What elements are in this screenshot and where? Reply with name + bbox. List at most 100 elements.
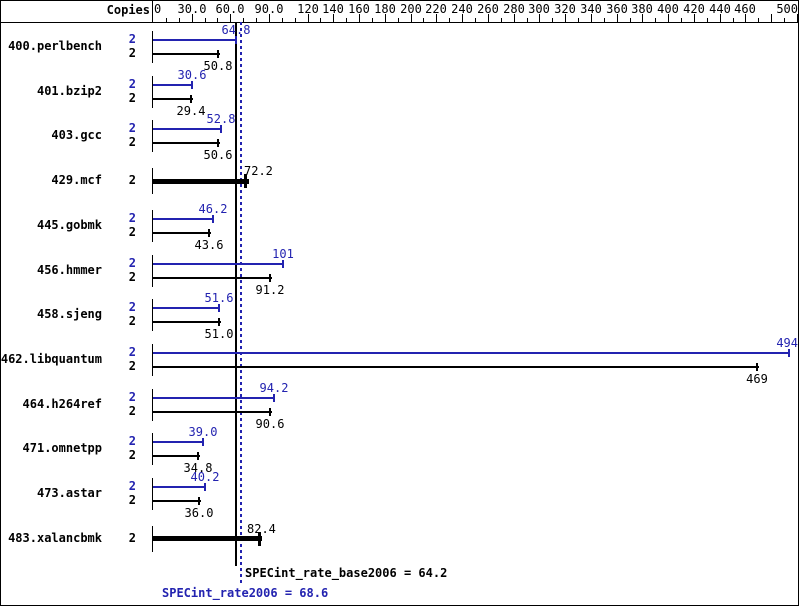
benchmark-name: 403.gcc	[51, 128, 102, 142]
copies-label: 2	[128, 91, 136, 105]
peak-value-label: 52.8	[206, 112, 236, 126]
peak-value-label: 51.6	[204, 291, 234, 305]
copies-label: 2	[128, 173, 136, 187]
axis-minor-tick	[681, 18, 682, 22]
base-bar	[153, 411, 272, 413]
copies-label: 2	[128, 270, 136, 284]
axis-major-tick	[359, 14, 360, 22]
benchmark-name: 464.h264ref	[22, 397, 102, 411]
base-bar	[153, 321, 221, 323]
axis-tick-label: 460	[734, 2, 756, 16]
axis-tick-label: 120	[297, 2, 319, 16]
axis-major-tick	[797, 14, 798, 22]
single-bar-end-cap	[258, 532, 261, 546]
axis-minor-tick	[475, 18, 476, 22]
benchmark-name: 456.hmmer	[36, 263, 102, 277]
benchmark-name: 401.bzip2	[36, 84, 102, 98]
base-value-label: 43.6	[194, 238, 224, 252]
axis-major-tick	[488, 14, 489, 22]
copies-label: 2	[128, 359, 136, 373]
axis-tick-label: 140	[322, 2, 344, 16]
axis-major-tick	[694, 14, 695, 22]
axis-minor-tick	[449, 18, 450, 22]
axis-tick-label: 280	[503, 2, 525, 16]
axis-major-tick	[230, 14, 231, 22]
base-bar	[153, 98, 193, 100]
copies-label: 2	[128, 531, 136, 545]
reference-line-peak-label: SPECint_rate2006 = 68.6	[162, 586, 329, 600]
axis-minor-tick	[501, 18, 502, 22]
single-value-label: 82.4	[247, 522, 276, 536]
peak-bar	[153, 218, 213, 220]
axis-major-tick	[192, 14, 193, 22]
axis-minor-tick	[707, 18, 708, 22]
axis-tick-label: 30.0	[177, 2, 207, 16]
peak-bar-end-cap	[235, 36, 237, 44]
peak-bar-end-cap	[788, 349, 790, 357]
base-bar	[153, 277, 272, 279]
axis-origin-line	[152, 1, 153, 23]
base-bar-end-cap	[269, 274, 271, 282]
peak-bar-end-cap	[218, 304, 220, 312]
axis-minor-tick	[256, 18, 257, 22]
axis-major-tick	[514, 14, 515, 22]
axis-tick-label: 240	[451, 2, 473, 16]
peak-value-label: 494	[776, 336, 798, 350]
axis-major-tick	[745, 14, 746, 22]
peak-bar	[153, 397, 274, 399]
base-value-label: 469	[746, 372, 768, 386]
axis-tick-label: 180	[374, 2, 396, 16]
copies-label: 2	[128, 314, 136, 328]
axis-minor-tick	[282, 18, 283, 22]
axis-minor-tick	[733, 18, 734, 22]
copies-column-header: Copies	[106, 3, 150, 17]
benchmark-name: 458.sjeng	[36, 307, 102, 321]
axis-minor-tick	[166, 18, 167, 22]
axis-minor-tick	[423, 18, 424, 22]
peak-bar-end-cap	[191, 81, 193, 89]
peak-value-label: 30.6	[177, 68, 207, 82]
peak-bar	[153, 39, 236, 41]
base-bar-end-cap	[269, 408, 271, 416]
axis-minor-tick	[372, 18, 373, 22]
axis-minor-tick	[398, 18, 399, 22]
base-bar-end-cap	[197, 452, 199, 460]
benchmark-name: 400.perlbench	[8, 39, 102, 53]
axis-minor-tick	[179, 18, 180, 22]
copies-label: 2	[128, 479, 136, 493]
axis-minor-tick	[205, 18, 206, 22]
axis-major-tick	[385, 14, 386, 22]
group-spine	[152, 389, 153, 421]
group-spine	[152, 255, 153, 287]
axis-major-tick	[617, 14, 618, 22]
reference-line-peak	[240, 22, 242, 585]
benchmark-name: 471.omnetpp	[22, 441, 102, 455]
copies-label: 2	[128, 32, 136, 46]
base-value-label: 50.6	[203, 148, 233, 162]
axis-tick-label: 0	[154, 2, 162, 16]
copies-label: 2	[128, 434, 136, 448]
copies-label: 2	[128, 300, 136, 314]
axis-minor-tick	[346, 18, 347, 22]
axis-tick-label: 440	[709, 2, 731, 16]
copies-label: 2	[128, 77, 136, 91]
axis-tick-label: 300	[528, 2, 550, 16]
copies-label: 2	[128, 404, 136, 418]
axis-major-tick	[771, 14, 772, 22]
peak-bar-end-cap	[282, 260, 284, 268]
single-bar	[153, 536, 262, 541]
base-bar-end-cap	[190, 95, 192, 103]
peak-bar	[153, 307, 219, 309]
group-spine	[152, 168, 153, 194]
axis-major-tick	[411, 14, 412, 22]
base-bar-end-cap	[218, 318, 220, 326]
peak-bar-end-cap	[273, 394, 275, 402]
benchmark-name: 473.astar	[36, 486, 102, 500]
axis-tick-label: 340	[580, 2, 602, 16]
axis-major-tick	[333, 14, 334, 22]
axis-tick-label: 260	[477, 2, 499, 16]
copies-label: 2	[128, 390, 136, 404]
peak-bar-end-cap	[212, 215, 214, 223]
peak-bar	[153, 486, 205, 488]
axis-tick-label: 200	[400, 2, 422, 16]
